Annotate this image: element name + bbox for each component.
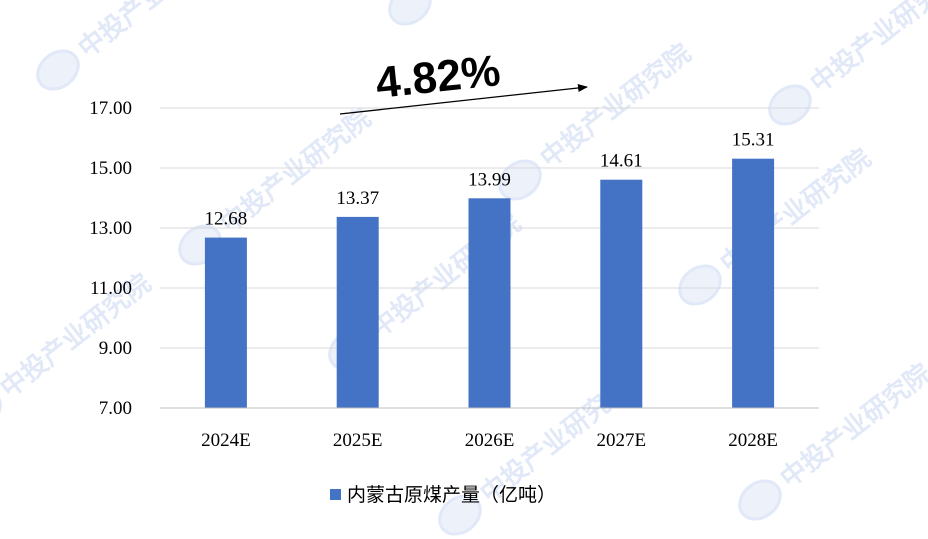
growth-annotation: 4.82% bbox=[339, 46, 588, 115]
y-tick-label: 7.00 bbox=[99, 398, 132, 419]
watermark: 中投产业研究院 bbox=[0, 268, 157, 431]
y-tick-label: 11.00 bbox=[90, 278, 132, 299]
data-label: 14.61 bbox=[600, 151, 643, 172]
watermark-text: 中投产业研究院 bbox=[804, 0, 928, 99]
bar bbox=[204, 237, 247, 408]
watermark-logo-icon bbox=[678, 264, 722, 306]
y-tick-label: 9.00 bbox=[99, 338, 132, 359]
x-tick-label: 2027E bbox=[596, 430, 646, 451]
watermark-text: 中投产业研究院 bbox=[0, 268, 157, 404]
watermark-text: 中投产业研究院 bbox=[72, 0, 235, 64]
watermark-logo-icon bbox=[498, 159, 542, 201]
data-label: 13.37 bbox=[336, 188, 379, 209]
y-tick-label: 17.00 bbox=[89, 98, 132, 119]
bar bbox=[600, 179, 643, 408]
watermark: 中投产业研究院 bbox=[678, 143, 877, 306]
watermark-logo-icon bbox=[36, 49, 80, 91]
y-axis-ticks: 7.00 9.00 11.00 13.00 15.00 17.00 bbox=[89, 98, 132, 419]
watermark: 中投产业研究院 bbox=[498, 38, 697, 201]
legend: 内蒙古原煤产量（亿吨） bbox=[330, 484, 556, 506]
watermark-logo-icon bbox=[768, 84, 812, 126]
bars bbox=[204, 158, 775, 408]
bar bbox=[336, 216, 379, 408]
x-tick-label: 2024E bbox=[201, 430, 251, 451]
legend-label: 内蒙古原煤产量（亿吨） bbox=[347, 484, 556, 506]
y-tick-label: 15.00 bbox=[89, 158, 132, 179]
x-axis-ticks: 2024E 2025E 2026E 2027E 2028E bbox=[201, 430, 778, 451]
watermark-text: 中投产业研究院 bbox=[774, 358, 928, 494]
x-tick-label: 2026E bbox=[465, 430, 515, 451]
watermark: 中投产业研究院 bbox=[36, 0, 235, 91]
watermark-logo-icon bbox=[738, 479, 782, 521]
data-label: 12.68 bbox=[205, 209, 248, 230]
watermark: 中投产业研究院 bbox=[768, 0, 928, 126]
data-labels: 12.68 13.37 13.99 14.61 15.31 bbox=[205, 130, 775, 230]
data-label: 15.31 bbox=[732, 130, 775, 151]
watermark-logo-icon bbox=[388, 0, 432, 26]
watermark-logo-icon bbox=[438, 494, 482, 536]
data-label: 13.99 bbox=[468, 169, 511, 190]
bar bbox=[732, 158, 775, 408]
legend-swatch bbox=[330, 489, 341, 500]
watermark: 中投产业研究院 bbox=[388, 0, 432, 26]
y-tick-label: 13.00 bbox=[89, 218, 132, 239]
bar bbox=[468, 198, 511, 408]
x-tick-label: 2025E bbox=[333, 430, 383, 451]
x-tick-label: 2028E bbox=[728, 430, 778, 451]
growth-arrow bbox=[339, 84, 588, 115]
